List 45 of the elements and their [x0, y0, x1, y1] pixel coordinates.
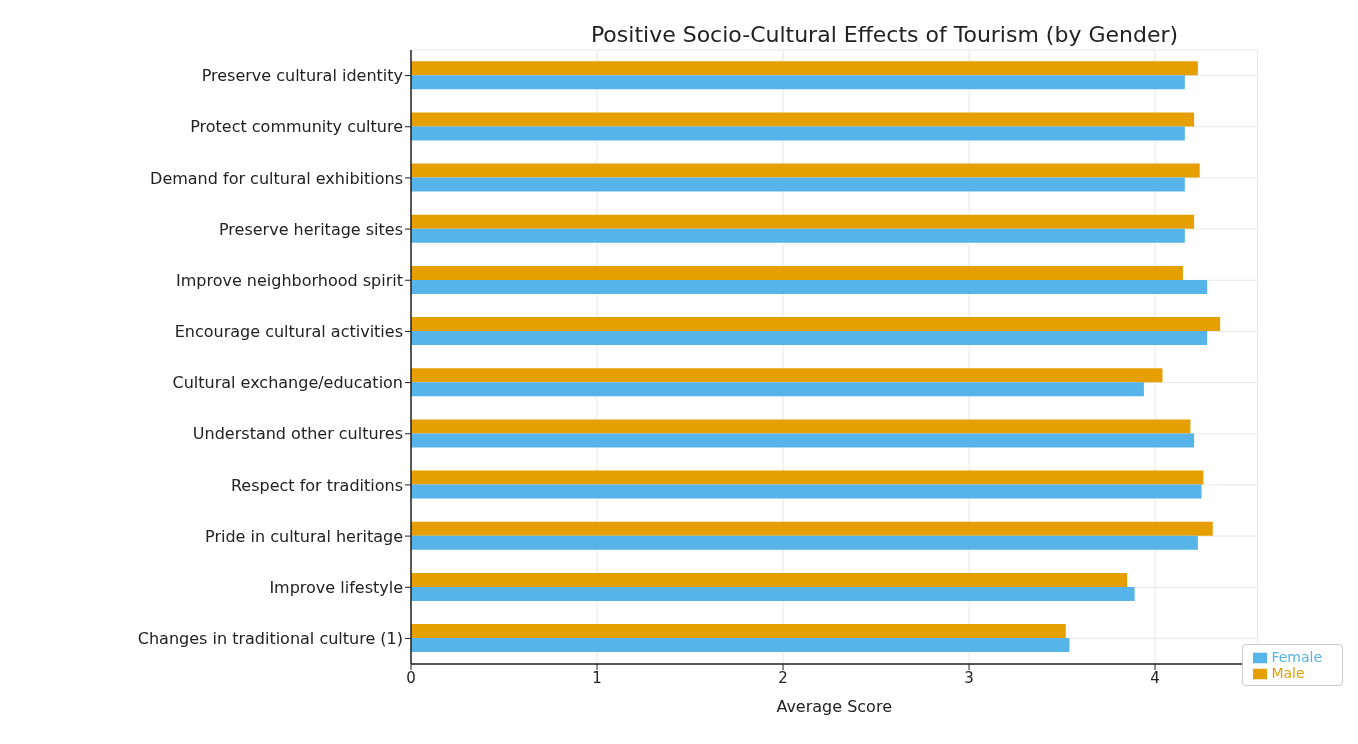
bar — [411, 419, 1191, 434]
bar — [411, 228, 1185, 243]
y-tick-label: Improve lifestyle — [269, 577, 403, 597]
bar — [411, 75, 1185, 90]
y-tick-label: Preserve heritage sites — [219, 219, 403, 239]
bar — [411, 484, 1202, 499]
y-tick-label: Changes in traditional culture (1) — [137, 629, 403, 649]
bar — [411, 317, 1221, 332]
y-tick-label: Respect for traditions — [230, 475, 403, 495]
bar — [411, 177, 1185, 192]
y-tick-label: Demand for cultural exhibitions — [150, 168, 403, 188]
bar — [411, 638, 1070, 653]
y-tick-label: Understand other cultures — [192, 424, 403, 444]
y-tick-label: Preserve cultural identity — [201, 66, 403, 86]
x-tick-label: 4 — [1150, 668, 1160, 687]
chart-title: Positive Socio-Cultural Effects of Tourism (by Gender) — [589, 22, 1180, 47]
x-tick-label: 1 — [592, 668, 602, 687]
bar — [411, 265, 1183, 280]
bar — [411, 163, 1200, 178]
y-tick-label: Pride in cultural heritage — [205, 526, 403, 546]
bar — [411, 368, 1163, 383]
bar — [411, 572, 1128, 587]
legend-label: Male — [1271, 665, 1305, 681]
bar — [411, 112, 1195, 127]
bar — [411, 61, 1198, 76]
y-tick-label: Protect community culture — [190, 117, 403, 137]
bar — [411, 470, 1204, 485]
bar — [411, 624, 1066, 639]
bar — [411, 126, 1185, 141]
bar — [411, 382, 1144, 397]
bar — [411, 586, 1135, 601]
bar — [411, 331, 1208, 346]
y-tick-label: Encourage cultural activities — [174, 322, 403, 342]
x-tick-label: 0 — [406, 668, 416, 687]
x-tick-label: 3 — [964, 668, 974, 687]
bar — [411, 214, 1195, 229]
y-tick-label: Cultural exchange/education — [172, 373, 403, 393]
x-axis-title: Average Score — [776, 697, 892, 716]
legend-label: Female — [1271, 649, 1322, 665]
bar — [411, 535, 1198, 550]
x-tick-label: 2 — [778, 668, 788, 687]
bar — [411, 521, 1213, 536]
bar — [411, 279, 1208, 294]
y-tick-label: Improve neighborhood spirit — [175, 270, 403, 290]
bar — [411, 433, 1195, 448]
